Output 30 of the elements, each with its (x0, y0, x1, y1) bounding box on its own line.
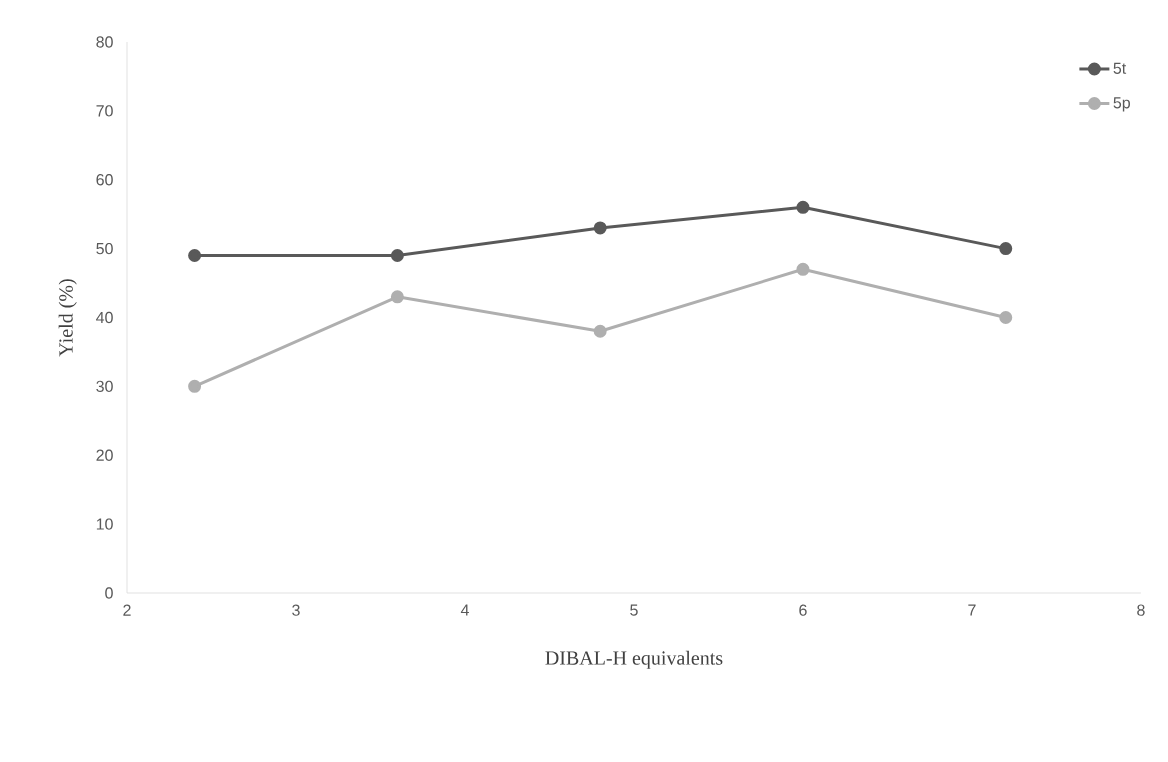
x-tick-label: 5 (630, 604, 638, 616)
legend-label: 5t (1113, 62, 1127, 74)
point (188, 249, 202, 263)
x-axis-title: DIBAL-H equivalents (545, 650, 723, 669)
y-tick-label: 70 (96, 105, 113, 117)
x-tick-label: 8 (1137, 604, 1145, 616)
y-tick-label: 50 (96, 242, 113, 255)
point (188, 379, 202, 393)
x-tick-label: 2 (123, 604, 131, 616)
y-tick-label: 80 (96, 36, 113, 48)
x-tick-label: 7 (968, 604, 976, 616)
x-tick-label: 4 (460, 604, 469, 616)
y-tick-label: 60 (96, 174, 113, 186)
point (390, 290, 404, 304)
y-tick-label: 0 (105, 587, 113, 599)
point (999, 242, 1013, 256)
y-tick-label: 20 (96, 449, 113, 461)
y-tick-label: 10 (96, 518, 113, 530)
point (390, 249, 404, 263)
point (796, 200, 810, 214)
point (593, 221, 607, 235)
y-tick-label: 40 (96, 311, 113, 324)
y-axis-title: Yield (%) (58, 279, 77, 357)
point (999, 310, 1013, 324)
y-tick-label: 30 (96, 380, 113, 393)
point (796, 262, 810, 276)
x-tick-label: 6 (799, 604, 807, 616)
point (593, 324, 607, 338)
legend-label: 5p (1113, 97, 1130, 112)
x-tick-label: 3 (292, 604, 300, 616)
